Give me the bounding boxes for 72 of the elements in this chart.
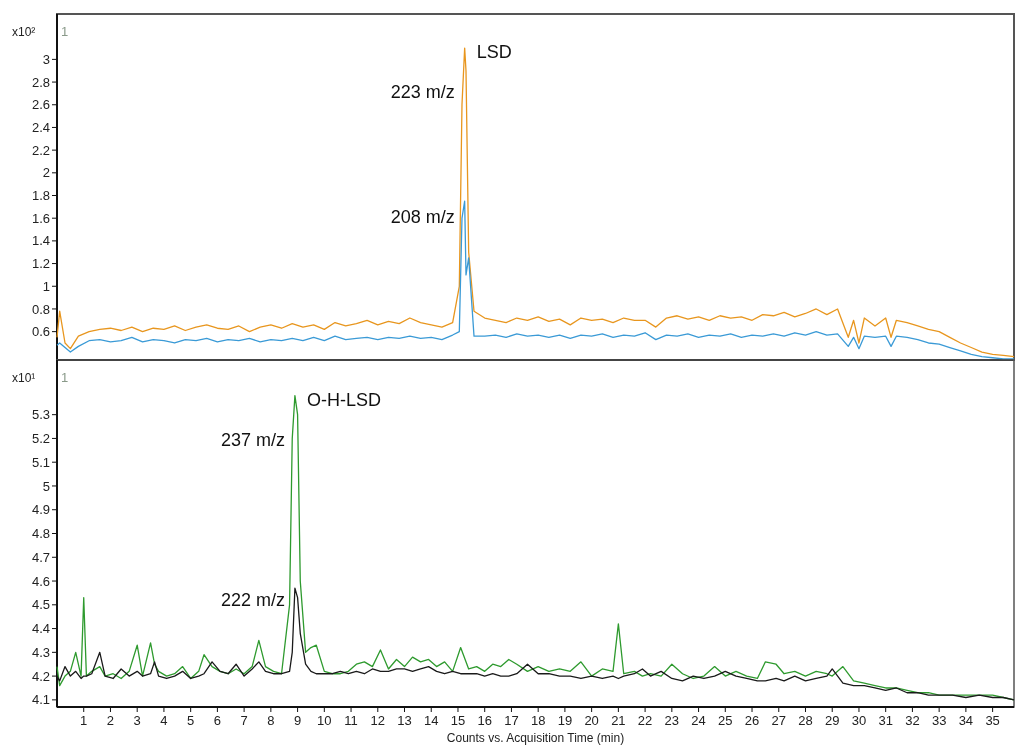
series-label: 237 m/z [220, 429, 285, 450]
x-axis-title: Counts vs. Acquisition Time (min) [446, 731, 625, 745]
y-tick-label: 1 [42, 278, 50, 294]
annotation: 1 [61, 24, 69, 39]
y-tick-label: 4.5 [31, 597, 50, 613]
series-label: 223 m/z [390, 82, 455, 103]
y-tick-label: 4.1 [31, 692, 50, 708]
x-tick-label: 31 [878, 713, 893, 728]
y-tick-label: 4.9 [31, 502, 50, 518]
x-tick-label: 17 [504, 713, 519, 728]
x-tick-label: 33 [931, 713, 947, 728]
x-tick-label: 25 [718, 713, 733, 728]
y-tick-label: 4.7 [31, 549, 50, 565]
x-tick-label: 10 [317, 713, 332, 728]
x-tick-label: 5 [187, 713, 195, 728]
y-tick-label: 2.2 [31, 142, 50, 158]
x-tick-label: 14 [424, 713, 439, 728]
y-tick-label: 2.6 [31, 97, 50, 113]
y-tick-label: 1.6 [31, 210, 50, 226]
x-tick-label: 13 [397, 713, 412, 728]
y-axis-title: x10¹ [12, 371, 36, 385]
x-tick-label: 24 [691, 713, 706, 728]
x-tick-label: 7 [240, 713, 248, 728]
y-tick-label: 2.8 [31, 74, 50, 90]
y-axis-title: x10² [12, 25, 36, 39]
y-tick-label: 5.1 [31, 454, 50, 470]
series-label: 222 m/z [220, 590, 285, 611]
x-tick-label: 18 [530, 713, 546, 728]
y-tick-label: 4.8 [31, 526, 50, 542]
x-tick-label: 12 [370, 713, 386, 728]
series-label: 208 m/z [390, 207, 455, 228]
x-tick-label: 28 [798, 713, 813, 728]
y-tick-label: 1.2 [31, 256, 50, 272]
x-tick-label: 29 [824, 713, 840, 728]
y-tick-label: 4.2 [31, 668, 50, 684]
y-tick-label: 5.3 [31, 407, 50, 423]
x-tick-label: 15 [450, 713, 466, 728]
x-tick-label: 9 [293, 713, 302, 728]
x-tick-label: 23 [664, 713, 680, 728]
y-tick-label: 4.6 [31, 573, 50, 589]
y-tick-label: 3 [42, 51, 50, 67]
x-tick-label: 11 [344, 713, 358, 728]
y-tick-label: 1.4 [31, 233, 50, 249]
x-tick-label: 1 [80, 713, 88, 728]
annotation: 1 [61, 370, 69, 385]
y-tick-label: 0.8 [31, 301, 50, 317]
y-tick-label: 0.6 [31, 324, 50, 340]
x-tick-label: 27 [771, 713, 786, 728]
y-tick-label: 4.3 [31, 644, 50, 660]
x-tick-label: 16 [477, 713, 492, 728]
x-tick-label: 34 [958, 713, 974, 728]
x-tick-label: 3 [133, 713, 141, 728]
y-tick-label: 5 [42, 478, 50, 494]
x-tick-label: 30 [851, 713, 867, 728]
x-tick-label: 6 [213, 713, 222, 728]
x-tick-label: 19 [557, 713, 573, 728]
y-tick-label: 1.8 [31, 188, 50, 204]
x-tick-label: 32 [905, 713, 920, 728]
x-tick-label: 22 [637, 713, 653, 728]
x-tick-label: 20 [584, 713, 599, 728]
x-tick-label: 35 [985, 713, 1000, 728]
x-tick-label: 21 [611, 713, 626, 728]
x-tick-label: 2 [106, 713, 115, 728]
x-tick-label: 4 [160, 713, 168, 728]
y-tick-label: 2.4 [31, 119, 50, 135]
x-tick-label: 26 [744, 713, 760, 728]
y-tick-label: 4.4 [31, 621, 50, 637]
annotation: O-H-LSD [306, 389, 381, 410]
x-tick-label: 8 [267, 713, 275, 728]
y-tick-label: 2 [42, 165, 50, 181]
annotation: LSD [476, 42, 512, 63]
y-tick-label: 5.2 [31, 430, 50, 446]
